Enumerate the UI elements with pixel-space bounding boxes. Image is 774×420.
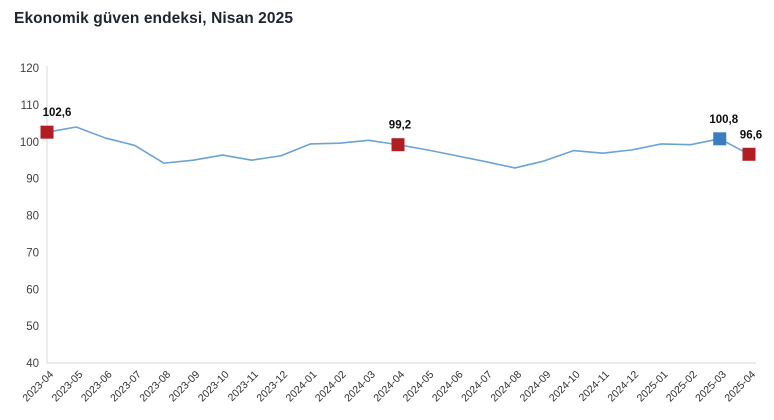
x-tick-label: 2023-04 [20,369,56,405]
x-tick-label: 2024-04 [371,369,407,405]
x-tick-label: 2023-09 [167,369,203,405]
y-tick-label: 50 [26,321,39,333]
data-point-label: 102,6 [43,107,72,119]
y-tick-label: 120 [20,63,39,75]
x-tick-label: 2023-10 [196,369,232,405]
x-tick-label: 2024-10 [547,369,583,405]
chart-title: Ekonomik güven endeksi, Nisan 2025 [14,10,294,27]
x-tick-label: 2024-02 [313,369,349,405]
y-tick-label: 110 [21,100,39,112]
x-tick-label: 2024-06 [430,369,466,405]
x-tick-label: 2024-01 [284,369,320,405]
data-point-label: 100,8 [709,114,738,126]
y-tick-label: 70 [26,247,39,259]
x-tick-label: 2025-04 [722,369,758,405]
x-tick-label: 2024-03 [342,369,378,405]
y-tick-label: 100 [20,137,39,149]
data-point-marker [40,125,54,139]
x-tick-label: 2025-02 [664,369,700,405]
x-tick-label: 2023-05 [50,369,86,405]
y-tick-label: 60 [26,284,39,296]
data-point-marker [391,138,405,152]
x-tick-label: 2025-01 [635,369,671,405]
x-tick-label: 2024-07 [459,369,495,405]
y-tick-label: 90 [26,174,39,186]
data-point-marker [742,147,756,161]
x-tick-label: 2024-09 [518,369,554,405]
x-tick-label: 2023-06 [79,369,115,405]
x-tick-label: 2024-12 [605,369,641,405]
y-tick-label: 80 [26,211,39,223]
data-point-label: 96,6 [740,129,762,141]
y-tick-label: 40 [26,358,39,370]
x-tick-label: 2023-08 [137,369,173,405]
data-point-marker [713,132,727,146]
data-point-label: 99,2 [389,120,411,132]
x-tick-label: 2025-03 [693,369,729,405]
x-tick-label: 2023-12 [254,369,290,405]
x-tick-label: 2024-08 [488,369,524,405]
x-tick-label: 2023-07 [108,369,144,405]
x-tick-label: 2024-05 [401,369,437,405]
